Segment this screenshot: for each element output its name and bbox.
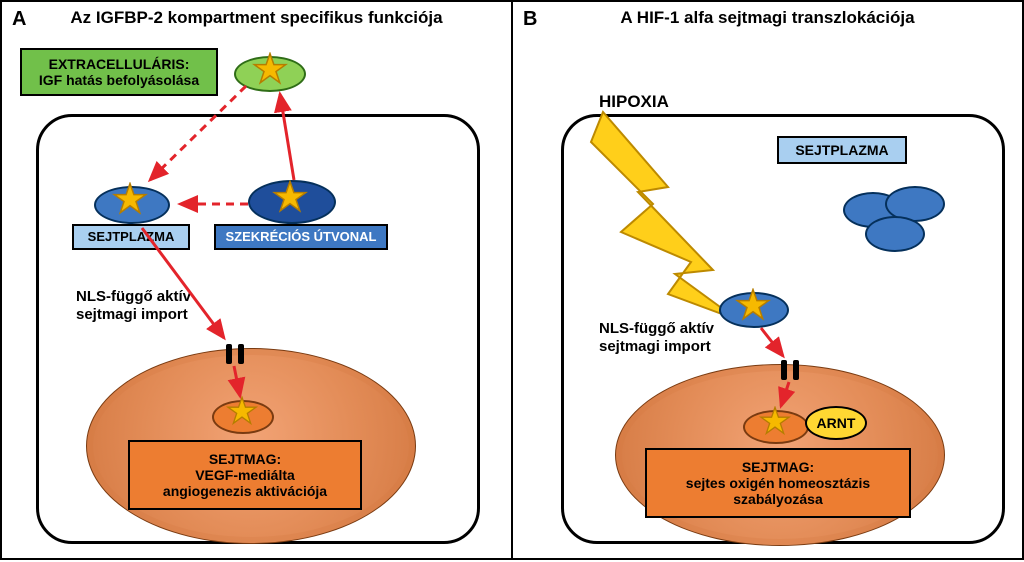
- sejtplazma-label-b: SEJTPLAZMA: [777, 136, 907, 164]
- secretory-star-icon: [272, 180, 308, 216]
- blue-ellipse-3: [865, 216, 925, 252]
- szekrecio-text: SZEKRÉCIÓS ÚTVONAL: [226, 230, 377, 245]
- sejtmag-a-l3: angiogenezis aktivációja: [163, 483, 327, 499]
- npc-b: [781, 360, 799, 380]
- nuclear-star-a-icon: [226, 396, 258, 428]
- extracellular-line1: EXTRACELLULÁRIS:: [49, 56, 190, 72]
- sejtmag-box-b: SEJTMAG: sejtes oxigén homeosztázis szab…: [645, 448, 911, 518]
- extracellular-star-icon: [252, 52, 288, 88]
- nuclear-star-b-icon: [759, 406, 791, 438]
- sejtplazma-label-a: SEJTPLAZMA: [72, 224, 190, 250]
- nls-a-l1: NLS-függő aktív: [76, 288, 191, 306]
- nls-text-a: NLS-függő aktív sejtmagi import: [76, 288, 191, 324]
- arnt-ellipse: ARNT: [805, 406, 867, 440]
- arnt-text: ARNT: [817, 415, 856, 431]
- sejtmag-a-l2: VEGF-mediálta: [195, 467, 295, 483]
- sejtmag-b-l1: SEJTMAG:: [742, 459, 814, 475]
- nls-a-l2: sejtmagi import: [76, 306, 191, 324]
- cytoplasm-star-a-icon: [112, 182, 148, 218]
- sejtmag-b-l2: sejtes oxigén homeosztázis: [686, 475, 870, 491]
- hipoxia-label: HIPOXIA: [599, 92, 669, 112]
- panel-a-title: Az IGFBP-2 kompartment specifikus funkci…: [2, 8, 511, 28]
- npc-a: [226, 344, 244, 364]
- panel-b-title: A HIF-1 alfa sejtmagi transzlokációja: [513, 8, 1022, 28]
- sejtmag-a-l1: SEJTMAG:: [209, 451, 281, 467]
- extracellular-box: EXTRACELLULÁRIS: IGF hatás befolyásolása: [20, 48, 218, 96]
- sejtmag-box-a: SEJTMAG: VEGF-mediálta angiogenezis akti…: [128, 440, 362, 510]
- szekrecio-label: SZEKRÉCIÓS ÚTVONAL: [214, 224, 388, 250]
- sejtplazma-text-a: SEJTPLAZMA: [88, 230, 175, 245]
- sejtplazma-text-b: SEJTPLAZMA: [795, 142, 888, 158]
- panel-a: A Az IGFBP-2 kompartment specifikus funk…: [0, 0, 512, 560]
- nls-text-b: NLS-függő aktív sejtmagi import: [599, 320, 714, 356]
- nls-b-l2: sejtmagi import: [599, 338, 714, 356]
- sejtmag-b-l3: szabályozása: [733, 491, 823, 507]
- nls-b-l1: NLS-függő aktív: [599, 320, 714, 338]
- hif-star-cyto-icon: [735, 288, 771, 324]
- panel-b: B A HIF-1 alfa sejtmagi transzlokációja …: [512, 0, 1024, 560]
- extracellular-line2: IGF hatás befolyásolása: [39, 72, 199, 88]
